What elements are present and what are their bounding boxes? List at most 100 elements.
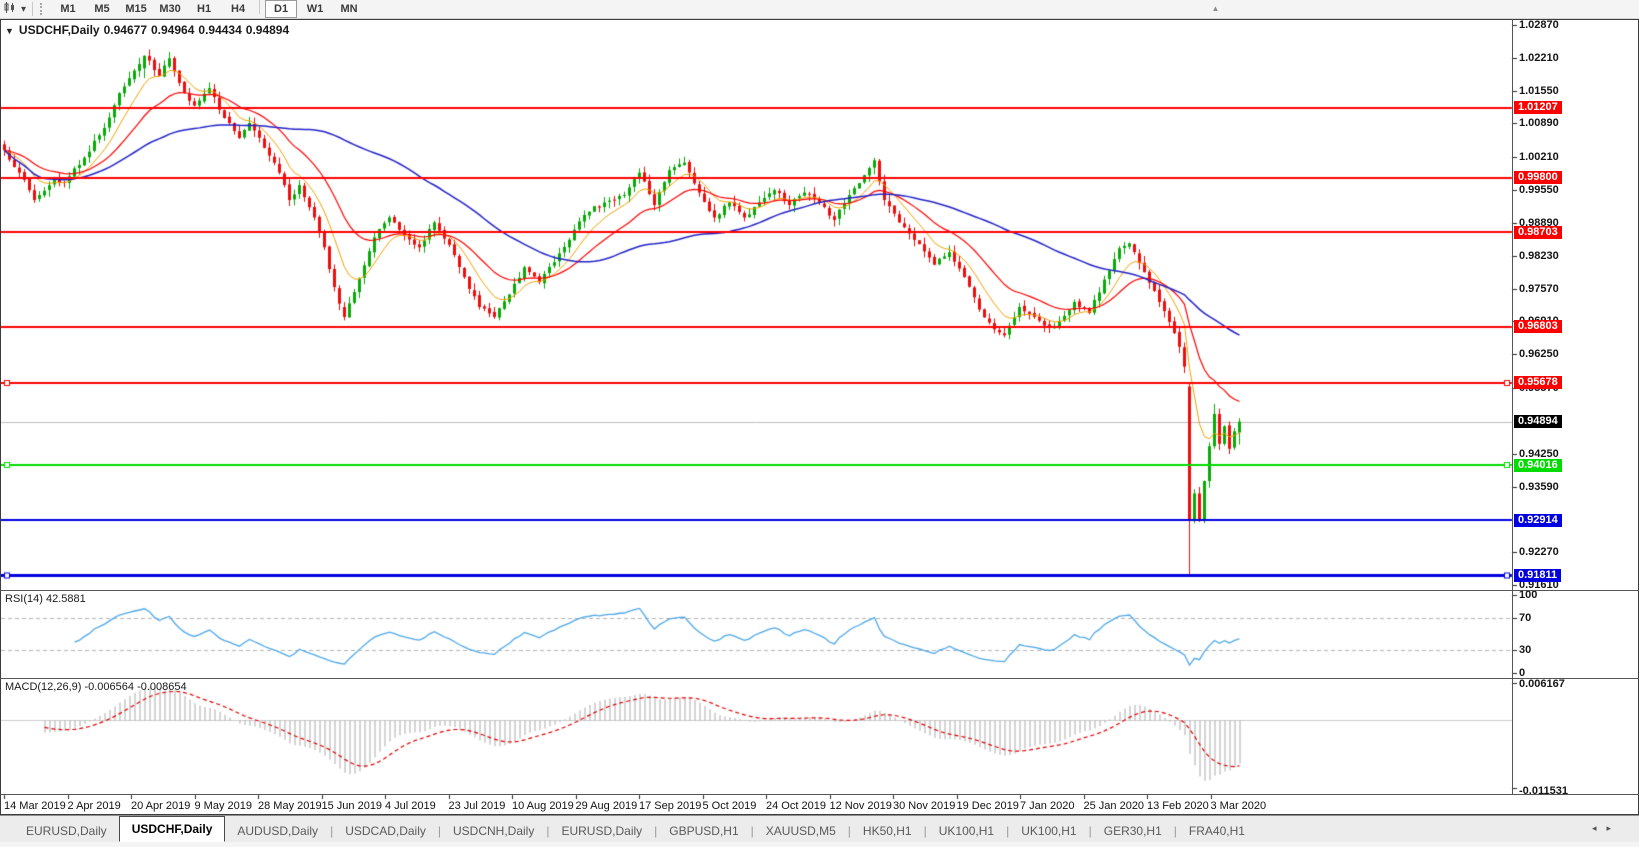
chart-title: ▼ USDCHF,Daily 0.94677 0.94964 0.94434 0.9489… (5, 23, 293, 37)
price-line-badge: 0.92914 (1514, 513, 1562, 527)
date-label: 23 Jul 2019 (448, 800, 506, 812)
date-label: 12 Nov 2019 (829, 800, 892, 812)
tab-separator: | (546, 824, 550, 838)
tab-separator: | (1173, 824, 1177, 838)
chart-tab-bar: EURUSD,Daily USDCHF,Daily AUDUSD,Daily | USD… (0, 815, 1639, 842)
tab-uk100-h1[interactable]: UK100,H1 (938, 824, 995, 838)
price-line-badge: 0.94016 (1514, 458, 1562, 472)
chevron-down-icon[interactable]: ▾ (21, 3, 27, 15)
price-tick-label: 0.98230 (1519, 249, 1559, 262)
timeframe-button-m15[interactable]: M15 (125, 3, 147, 15)
date-label: 14 Mar 2019 (4, 800, 66, 812)
tabs-scroll-left-icon[interactable]: ◂ (1591, 823, 1607, 833)
rsi-scale-label: 100 (1519, 589, 1538, 601)
candlestick-chart-icon[interactable] (4, 2, 17, 16)
price-tick-label: 1.02210 (1519, 51, 1559, 64)
triangle-up-icon[interactable]: ▲ (1211, 4, 1220, 13)
tab-separator: | (923, 824, 927, 838)
price-tick-label: 0.94250 (1519, 447, 1559, 460)
tab-separator: | (437, 824, 441, 838)
price-tick-label: 0.93590 (1519, 480, 1559, 493)
macd-scale-bottom: -0.011531 (1519, 785, 1568, 797)
price-line-badge: 0.98703 (1514, 225, 1562, 239)
toolbar-separator (32, 2, 34, 16)
tabs-scroll-right-icon[interactable]: ▸ (1606, 823, 1621, 833)
timeframe-button-h4[interactable]: H4 (231, 3, 246, 15)
price-line-badge: 0.91811 (1514, 568, 1562, 582)
price-tick-label: 0.99550 (1519, 184, 1559, 197)
date-label: 7 Jan 2020 (1020, 800, 1075, 812)
timeframe-button-mn[interactable]: MN (340, 3, 358, 15)
timeframe-button-m5[interactable]: M5 (94, 3, 110, 15)
toolbar-separator (259, 0, 261, 14)
date-label: 20 Apr 2019 (131, 800, 191, 812)
date-label: 2 Apr 2019 (67, 800, 121, 812)
ohlc-low: 0.94434 (198, 23, 242, 37)
price-line-badge: 0.99800 (1514, 171, 1562, 185)
date-label: 3 Mar 2020 (1210, 800, 1267, 812)
tab-separator: | (1006, 824, 1010, 838)
timeframe-button-w1[interactable]: W1 (306, 3, 324, 15)
price-tick-label: 1.00890 (1519, 117, 1559, 130)
date-label: 9 May 2019 (194, 800, 252, 812)
tab-audusd-daily[interactable]: AUDUSD,Daily (237, 824, 319, 838)
price-tick-label: 0.91610 (1519, 579, 1559, 591)
timeframe-button-group: M1 M5 M15 M30 H1 H4 D1 W1 MN (51, 0, 366, 18)
price-axis-border (1512, 19, 1513, 794)
tab-separator: | (330, 824, 334, 838)
tab-usdcnh-daily[interactable]: USDCNH,Daily (453, 824, 535, 838)
date-label: 30 Nov 2019 (893, 800, 956, 812)
date-label: 10 Aug 2019 (512, 800, 574, 812)
rsi-scale-label: 0 (1519, 667, 1526, 679)
timeframe-button-m1[interactable]: M1 (60, 3, 76, 15)
date-label: 4 Jul 2019 (385, 800, 436, 812)
tab-usdchf-daily[interactable]: USDCHF,Daily (118, 816, 226, 842)
rsi-label: RSI(14) 42.5881 (5, 593, 86, 605)
tab-xauusd-m5[interactable]: XAUUSD,M5 (765, 824, 836, 838)
macd-scale-top: 0.006167 (1519, 678, 1565, 690)
tabs: EURUSD,Daily USDCHF,Daily AUDUSD,Daily | USD… (14, 816, 1257, 842)
date-label: 19 Dec 2019 (956, 800, 1019, 812)
current-price-badge: 0.94894 (1514, 415, 1562, 429)
triangle-down-icon[interactable]: ▼ (5, 26, 14, 36)
panel-splitter-macd[interactable] (0, 678, 1639, 679)
timeframe-button-h1[interactable]: H1 (197, 3, 212, 15)
tab-gbpusd-h1[interactable]: GBPUSD,H1 (669, 824, 739, 838)
tab-separator: | (750, 824, 754, 838)
symbol-period-label: USDCHF,Daily (18, 23, 100, 37)
price-tick-label: 1.02870 (1519, 19, 1559, 31)
ohlc-high: 0.94964 (151, 23, 195, 37)
date-label: 5 Oct 2019 (702, 800, 757, 812)
price-line-badge: 0.95678 (1514, 376, 1562, 390)
date-label: 15 Jun 2019 (321, 800, 383, 812)
panel-splitter-rsi[interactable] (0, 590, 1639, 591)
price-tick-label: 0.92270 (1519, 546, 1559, 559)
tab-ger30-h1[interactable]: GER30,H1 (1103, 824, 1162, 838)
date-label: 17 Sep 2019 (639, 800, 702, 812)
ohlc-open: 0.94677 (103, 23, 147, 37)
timeframe-button-m30[interactable]: M30 (159, 3, 181, 15)
tab-usdcad-daily[interactable]: USDCAD,Daily (345, 824, 426, 838)
tab-uk100-h1[interactable]: UK100,H1 (1021, 824, 1077, 838)
date-label: 13 Feb 2020 (1147, 800, 1209, 812)
tab-separator: | (847, 824, 851, 838)
date-label: 28 May 2019 (258, 800, 322, 812)
rsi-scale-label: 70 (1519, 612, 1532, 625)
tab-separator: | (1088, 824, 1092, 838)
tab-fra40-h1[interactable]: FRA40,H1 (1188, 824, 1245, 838)
ohlc-close: 0.94894 (245, 23, 290, 37)
tab-eurusd-daily[interactable]: EURUSD,Daily (561, 824, 643, 838)
tab-separator: | (654, 824, 658, 838)
price-tick-label: 0.97570 (1519, 282, 1559, 295)
tab-eurusd-daily[interactable]: EURUSD,Daily (26, 824, 107, 838)
price-line-badge: 0.96803 (1514, 320, 1562, 334)
price-tick-label: 1.01550 (1519, 84, 1559, 97)
tab-hk50-h1[interactable]: HK50,H1 (862, 824, 912, 838)
price-tick-label: 0.96250 (1519, 348, 1559, 361)
price-tick-label: 1.00210 (1519, 151, 1559, 164)
timeframe-button-d1[interactable]: D1 (265, 0, 298, 18)
date-label: 29 Aug 2019 (575, 800, 638, 812)
rsi-scale-label: 30 (1519, 643, 1532, 656)
toolbar-grip-handle[interactable] (40, 3, 45, 15)
